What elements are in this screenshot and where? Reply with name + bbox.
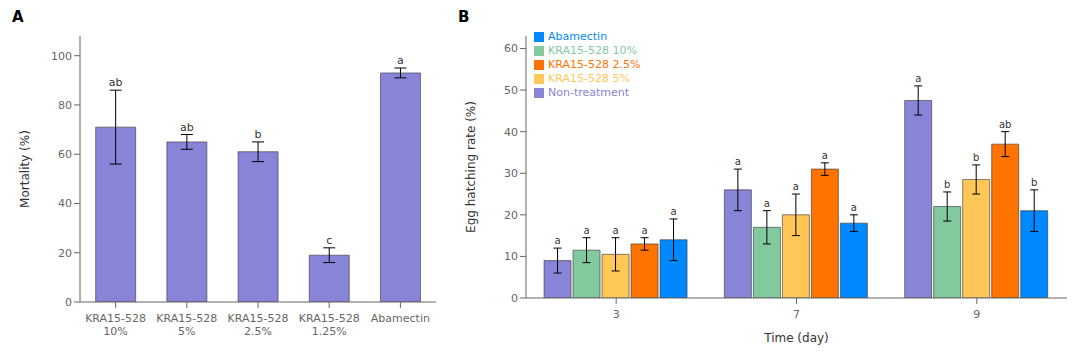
- svg-text:a: a: [764, 198, 770, 209]
- svg-text:a: a: [612, 225, 618, 236]
- svg-text:a: a: [793, 181, 799, 192]
- svg-text:a: a: [397, 54, 404, 67]
- svg-text:0: 0: [65, 296, 72, 309]
- svg-text:30: 30: [504, 167, 518, 180]
- svg-text:a: a: [822, 150, 828, 161]
- svg-text:a: a: [851, 202, 857, 213]
- svg-text:b: b: [973, 152, 979, 163]
- svg-text:Abamectin: Abamectin: [371, 312, 430, 325]
- svg-text:9: 9: [973, 308, 980, 321]
- svg-text:ab: ab: [999, 119, 1011, 130]
- svg-text:40: 40: [504, 126, 518, 139]
- svg-text:c: c: [326, 234, 332, 247]
- svg-text:60: 60: [58, 148, 72, 161]
- svg-text:a: a: [915, 73, 921, 84]
- svg-text:KRA15-52810%: KRA15-52810%: [85, 312, 146, 338]
- svg-text:10: 10: [504, 250, 518, 263]
- svg-text:ab: ab: [109, 76, 123, 89]
- svg-text:Time (day): Time (day): [763, 331, 829, 345]
- html-text:Abamectin: Abamectin: [548, 30, 608, 43]
- svg-text:a: a: [735, 156, 741, 167]
- svg-text:b: b: [1031, 177, 1037, 188]
- svg-text:KRA15-5285%: KRA15-5285%: [156, 312, 217, 338]
- html-text:B: B: [458, 8, 470, 26]
- svg-text:60: 60: [504, 42, 518, 55]
- svg-text:50: 50: [504, 84, 518, 97]
- svg-text:a: a: [554, 235, 560, 246]
- svg-text:Egg hatching rate (%): Egg hatching rate (%): [464, 101, 478, 233]
- svg-text:80: 80: [58, 99, 72, 112]
- html-text:A: A: [12, 8, 24, 26]
- svg-text:a: a: [641, 225, 647, 236]
- svg-text:0: 0: [511, 292, 518, 305]
- svg-text:KRA15-5282.5%: KRA15-5282.5%: [228, 312, 289, 338]
- svg-text:Mortality (%): Mortality (%): [18, 130, 32, 208]
- svg-text:40: 40: [58, 197, 72, 210]
- svg-text:ab: ab: [180, 121, 194, 134]
- svg-text:a: a: [583, 225, 589, 236]
- svg-text:a: a: [670, 206, 676, 217]
- html-text:KRA15-528 10%: KRA15-528 10%: [548, 44, 637, 57]
- html-text:KRA15-528 2.5%: KRA15-528 2.5%: [548, 58, 641, 71]
- html-text:Non-treatment: Non-treatment: [548, 86, 630, 99]
- svg-text:b: b: [944, 179, 950, 190]
- html-text:KRA15-528 5%: KRA15-528 5%: [548, 72, 630, 85]
- svg-text:20: 20: [58, 247, 72, 260]
- svg-text:7: 7: [793, 308, 800, 321]
- svg-text:100: 100: [51, 50, 72, 63]
- svg-text:20: 20: [504, 209, 518, 222]
- svg-text:3: 3: [613, 308, 620, 321]
- svg-text:KRA15-5281.25%: KRA15-5281.25%: [299, 312, 360, 338]
- svg-text:b: b: [255, 128, 262, 141]
